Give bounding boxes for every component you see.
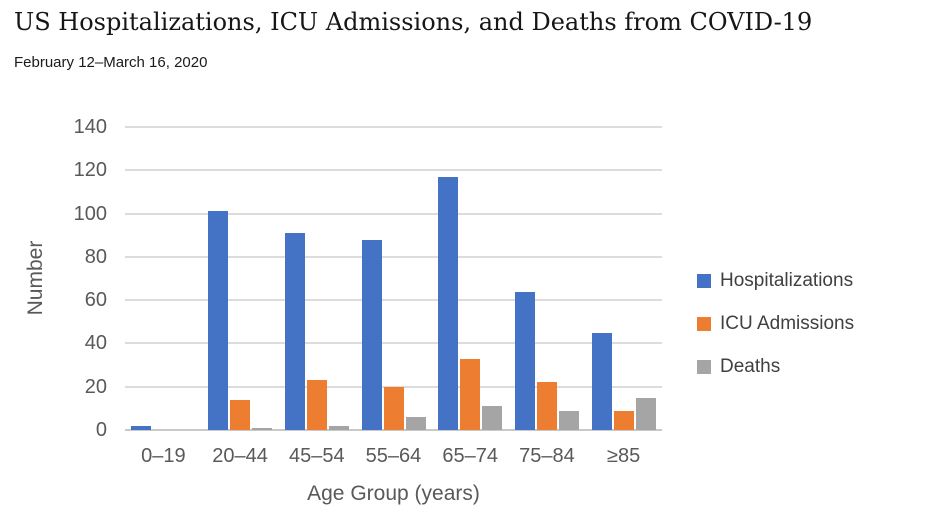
y-tick-label: 140 <box>73 116 107 138</box>
bar-icu-admissions-45-54 <box>306 380 327 430</box>
bar-hospitalizations-75-84 <box>514 291 535 430</box>
legend-item-icu-admissions: ICU Admissions <box>697 309 854 339</box>
x-tick-label: 65–74 <box>442 445 498 467</box>
gridline-20 <box>125 385 662 388</box>
gridline-100 <box>125 212 662 215</box>
gridline-120 <box>125 169 662 172</box>
y-tick-label: 20 <box>84 375 107 398</box>
plot-area <box>125 126 662 431</box>
bar-hospitalizations-55-64 <box>361 239 382 430</box>
y-tick-label: 40 <box>84 332 107 355</box>
y-tick-label: 60 <box>84 289 107 312</box>
y-tick-label: 120 <box>73 159 107 182</box>
bar-icu-admissions-55-64 <box>383 386 404 430</box>
bar-deaths-45-54 <box>328 425 349 430</box>
legend-swatch-hospitalizations <box>697 274 711 288</box>
bar-deaths-20-44 <box>252 427 273 430</box>
bar-deaths-55-64 <box>405 417 426 430</box>
gridline-60 <box>125 299 662 302</box>
y-tick-label: 80 <box>84 245 107 268</box>
gridline-0 <box>125 429 662 431</box>
legend-item-hospitalizations: Hospitalizations <box>697 266 854 296</box>
bar-icu-admissions-75-84 <box>536 382 557 430</box>
x-tick-label: 20–44 <box>212 445 268 467</box>
bar-hospitalizations-45-54 <box>284 233 305 430</box>
x-axis-title: Age Group (years) <box>307 482 480 505</box>
y-tick-label: 0 <box>95 419 107 441</box>
bar-icu-admissions-20-44 <box>230 399 251 430</box>
legend-label: ICU Admissions <box>720 313 855 334</box>
chart-subtitle: February 12–March 16, 2020 <box>14 54 208 71</box>
bar-hospitalizations-20-44 <box>208 211 229 430</box>
bar-deaths-85 <box>635 397 656 430</box>
x-tick-label: 45–54 <box>288 445 345 467</box>
legend-label: Deaths <box>720 356 781 377</box>
legend-swatch-icu-admissions <box>697 317 711 331</box>
y-axis-title: Number <box>24 240 47 316</box>
bar-icu-admissions-85 <box>613 410 634 430</box>
legend-label: Hospitalizations <box>720 270 854 291</box>
chart-title: US Hospitalizations, ICU Admissions, and… <box>14 8 813 36</box>
gridline-40 <box>125 342 662 345</box>
legend-swatch-deaths <box>697 360 711 374</box>
x-tick-label: 75–84 <box>519 445 575 467</box>
bar-hospitalizations-65-74 <box>438 176 459 430</box>
gridline-140 <box>125 126 662 128</box>
x-tick-label: ≥85 <box>607 445 641 467</box>
bar-hospitalizations-0-19 <box>131 425 152 430</box>
bar-deaths-75-84 <box>558 410 579 430</box>
bar-deaths-65-74 <box>482 406 503 430</box>
bar-hospitalizations-85 <box>591 332 612 430</box>
x-tick-label: 55–64 <box>365 445 422 467</box>
legend: Hospitalizations ICU Admissions Deaths <box>697 266 854 395</box>
y-tick-label: 100 <box>73 202 107 225</box>
x-tick-label: 0–19 <box>141 445 186 467</box>
bar-icu-admissions-65-74 <box>460 358 481 430</box>
gridline-80 <box>125 255 662 258</box>
legend-item-deaths: Deaths <box>697 352 854 382</box>
